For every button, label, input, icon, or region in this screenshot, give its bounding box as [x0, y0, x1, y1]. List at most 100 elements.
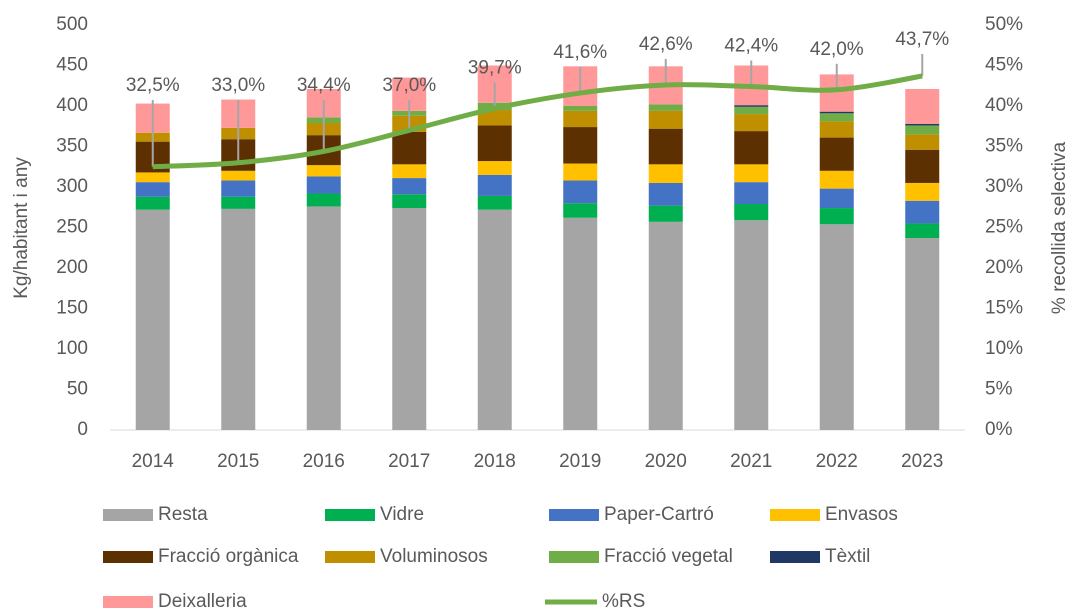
bar-segment	[306, 165, 341, 177]
y-tick-label: 0	[77, 419, 88, 440]
legend-label: Resta	[158, 504, 208, 525]
x-tick-label: 2014	[132, 451, 175, 472]
bar-segment	[648, 221, 683, 430]
bar-segment	[563, 106, 598, 111]
bar-segment	[819, 137, 854, 171]
bar-segment	[648, 110, 683, 129]
data-label: 42,4%	[724, 36, 778, 57]
bar-segment	[734, 204, 769, 221]
x-tick-label: 2022	[816, 451, 858, 472]
bar-segment	[477, 125, 512, 162]
bar-segment	[819, 224, 854, 430]
y2-tick-label: 30%	[985, 176, 1023, 197]
bar-segment	[734, 220, 769, 430]
line	[152, 73, 923, 170]
bar-segment	[648, 182, 683, 206]
bar-segment	[135, 182, 170, 197]
x-tick-label: 2023	[901, 451, 943, 472]
bar-segment	[905, 123, 940, 126]
bar-segment	[392, 164, 427, 179]
x-tick-label: 2018	[474, 451, 516, 472]
bar-segment	[221, 180, 256, 197]
bar-segment	[306, 193, 341, 207]
legend-label: Deixalleria	[158, 591, 247, 612]
legend-swatch	[103, 596, 153, 608]
legend-label: Tèxtil	[825, 546, 870, 567]
x-tick-label: 2015	[217, 451, 259, 472]
legend-label: %RS	[602, 591, 645, 612]
y2-tick-label: 5%	[985, 379, 1013, 400]
bar-segment	[734, 131, 769, 165]
data-label: 41,6%	[553, 42, 607, 63]
y2-tick-label: 0%	[985, 419, 1013, 440]
bar-segment	[905, 238, 940, 430]
y2-tick-label: 45%	[985, 55, 1023, 76]
bar-segment	[905, 200, 940, 224]
legend-swatch	[103, 509, 153, 521]
x-tick-label: 2016	[303, 451, 345, 472]
legend-label: Fracció vegetal	[604, 546, 733, 567]
bar-segment	[905, 149, 940, 183]
y-tick-label: 100	[56, 338, 88, 359]
bar-segment	[563, 203, 598, 218]
bar-segment	[734, 164, 769, 183]
y-tick-label: 50	[67, 379, 88, 400]
bar-segment	[648, 104, 683, 111]
legend-label: Fracció orgànica	[158, 546, 299, 567]
bar-segment	[392, 178, 427, 195]
x-tick-label: 2020	[645, 451, 687, 472]
data-label: 39,7%	[468, 57, 522, 78]
data-label: 42,0%	[810, 39, 864, 60]
data-label: 32,5%	[126, 75, 180, 96]
legend-swatch	[770, 509, 820, 521]
bar-segment	[905, 88, 940, 124]
legend-swatch	[549, 509, 599, 521]
data-label: 42,6%	[639, 34, 693, 55]
bar-segment	[734, 106, 769, 115]
y-tick-label: 300	[56, 176, 88, 197]
legend-label: Voluminosos	[380, 546, 488, 567]
bar-segment	[734, 114, 769, 132]
data-label: 34,4%	[297, 75, 351, 96]
bar-segment	[905, 223, 940, 239]
x-tick-label: 2021	[730, 451, 772, 472]
bar-segment	[392, 194, 427, 209]
bar-segment	[135, 196, 170, 210]
y-tick-label: 500	[56, 14, 88, 35]
y-tick-label: 150	[56, 298, 88, 319]
bar-segment	[563, 110, 598, 128]
bar-segment	[477, 174, 512, 196]
bar-segment	[221, 208, 256, 430]
legend-label: Envasos	[825, 504, 898, 525]
bar-segment	[734, 182, 769, 205]
y-tick-label: 200	[56, 257, 88, 278]
bar-segment	[477, 209, 512, 430]
bar-segment	[648, 164, 683, 183]
bar-segment	[819, 113, 854, 122]
y2-tick-label: 25%	[985, 217, 1023, 238]
bar-segment	[135, 172, 170, 183]
bar-segment	[221, 170, 256, 181]
y2-tick-label: 35%	[985, 136, 1023, 157]
bar-segment	[306, 206, 341, 430]
legend-label: Paper-Cartró	[604, 504, 714, 525]
y2-tick-label: 10%	[985, 338, 1023, 359]
bar-segment	[819, 208, 854, 225]
bar-segment	[734, 105, 769, 107]
bar-segment	[221, 196, 256, 209]
bar-segment	[648, 205, 683, 222]
x-tick-label: 2017	[388, 451, 430, 472]
bar-segment	[819, 121, 854, 138]
data-label: 33,0%	[211, 75, 265, 96]
y-tick-label: 400	[56, 95, 88, 116]
legend-swatch	[770, 551, 820, 563]
bar-segment	[392, 131, 427, 165]
bar-segment	[563, 217, 598, 430]
y2-tick-label: 15%	[985, 298, 1023, 319]
y-tick-label: 250	[56, 217, 88, 238]
bar-segment	[477, 195, 512, 210]
bar-segment	[477, 110, 512, 126]
bar-segment	[905, 134, 940, 150]
bar-segment	[905, 125, 940, 135]
